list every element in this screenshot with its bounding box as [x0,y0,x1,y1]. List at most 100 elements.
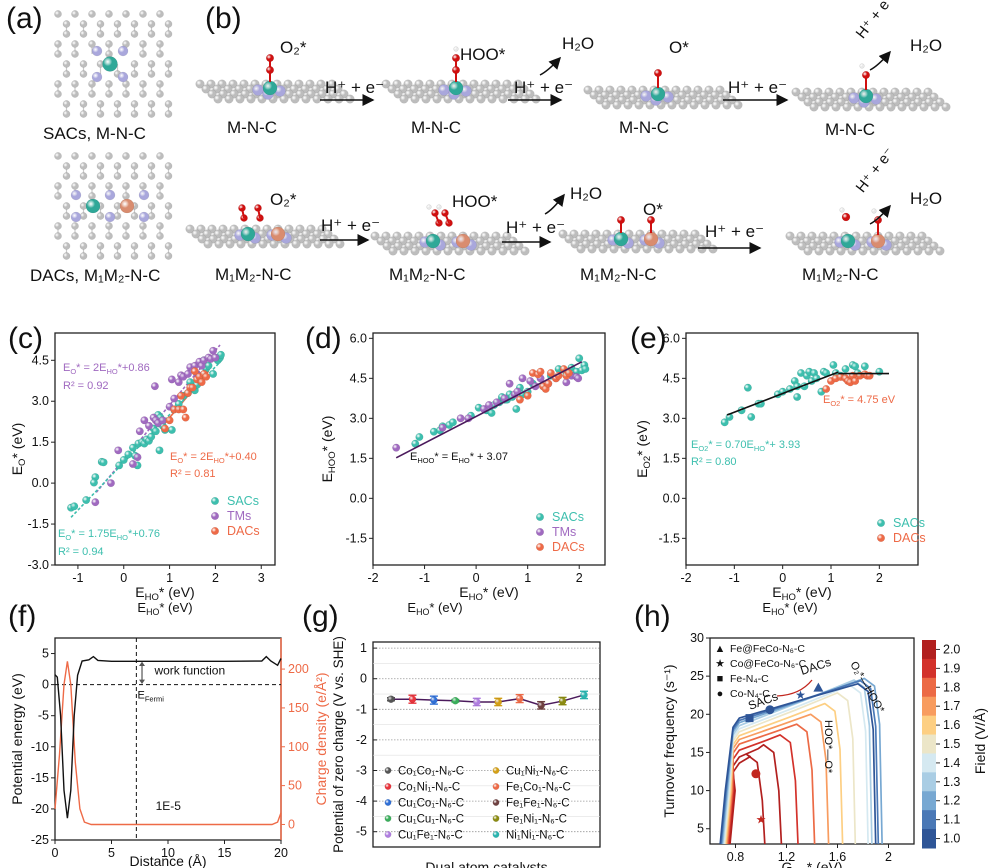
carbon-atom [96,172,105,180]
carbon-atom [686,244,696,254]
carbon-atom [791,87,801,97]
chart-g: -5 -4 -3 -2 -1 0 1 Co₁Co₁-N₆-C Co₁Ni₁-N₆-C Cu₁Co₁… [331,600,601,868]
data-point [211,353,220,362]
legend-label: SACs [893,516,925,530]
carbon-atom [487,94,497,104]
data-point [202,372,211,381]
legend-label: Cu₁Fe₁-N₆-C [398,830,463,842]
substrate-label: M₁M₂-N-C [580,265,657,284]
carbon-atom [62,30,71,38]
carbon-atom [623,100,633,110]
colorbar-label: Field (V/Å) [972,708,988,774]
y-tick-label: 0.0 [32,476,49,490]
metal-atom [262,80,278,96]
data-point [841,365,850,374]
oxygen-atom [841,212,851,222]
nitrogen-atom [104,211,116,223]
data-point [851,377,860,386]
carbon-atom [825,246,835,256]
data-point [150,382,159,391]
dac-caption: DACs, M₁M₂-N-C [30,266,161,285]
x-tick-label: 0 [52,846,59,860]
legend-marker [210,526,219,535]
carbon-atom [831,102,841,112]
y-tick-label: 1.5 [32,435,49,449]
data-point [472,698,481,706]
carbon-atom [612,100,622,110]
legend-label: SACs [227,494,259,508]
carbon-atom [498,246,508,256]
data-point [456,414,465,423]
data-point [140,416,149,425]
carbon-atom [130,60,139,68]
y-tick-label: 3.0 [350,411,367,425]
x-axis-label: Dual atom catalysts [425,859,547,868]
carbon-atom [156,152,164,160]
colorbar-tick-label: 1.9 [943,661,960,675]
carbon-atom [370,231,380,241]
legend-marker: ▲ [715,643,726,655]
carbon-atom [197,234,207,244]
dac-structure [54,152,173,260]
data-point [115,461,124,470]
legend-label: DACs [552,540,585,554]
data-point [829,361,838,370]
carbon-atom [301,94,311,104]
carbon-atom [79,70,88,78]
metal-atom [425,233,441,249]
nitrogen-atom [70,211,82,223]
carbon-atom [96,242,105,250]
data-point [119,455,128,464]
data-point [526,377,535,386]
carbon-atom [235,94,245,104]
carbon-atom [531,94,541,104]
oxygen-atom [452,66,461,75]
data-point [114,446,123,455]
carbon-atom [678,100,688,110]
carbon-atom [164,100,173,108]
carbon-atom [79,172,88,180]
legend-marker [384,799,392,806]
plot-frame [54,332,276,566]
y-tick-label: 1.5 [663,451,680,465]
carbon-atom [105,182,113,190]
data-point [448,418,457,427]
data-point [580,691,588,699]
legend-marker [384,783,392,790]
carbon-atom [105,90,113,98]
carbon-atom [139,40,147,48]
y-axis-label: Potential energy (eV) [9,673,25,805]
carbon-atom [583,85,593,95]
legend-label: Fe-N₄-C [730,673,769,685]
legend-label: Cu₁Co₁-N₆-C [398,798,464,810]
metal-atom [840,233,856,249]
carbon-atom [443,246,453,256]
carbon-atom [213,94,223,104]
y-tick-label: 20 [690,707,704,721]
nitrogen-atom [91,45,103,57]
carbon-atom [88,40,96,48]
colorbar-segment [922,696,936,717]
carbon-atom [79,162,88,170]
y-tick-label: -1.5 [658,531,680,545]
y-tick-label: 30 [690,631,704,645]
carbon-atom [207,89,217,99]
hydrogen-atom [859,63,865,69]
annotation-hoo-o: HOO*—O* [822,720,834,774]
carbon-atom [564,234,574,244]
data-point [197,378,206,387]
species-hoo: HOO* [460,45,506,64]
species-o2: O₂* [280,38,307,57]
nitrogen-atom [848,92,860,104]
substrate-label: M-N-C [619,118,670,137]
colorbar-tick-label: 1.1 [943,813,960,827]
legend-marker [492,799,500,806]
y-tick-label: 6.0 [350,331,367,345]
legend-label: Co₁Ni₁-N₆-C [398,782,460,794]
legend-marker [492,783,500,790]
nitrogen-atom [138,189,150,201]
x-tick-label: 2 [876,571,883,585]
fit-equation: EHOO* = EHO* + 3.07 [410,451,508,465]
carbon-atom [164,30,173,38]
carbon-atom [147,202,156,210]
